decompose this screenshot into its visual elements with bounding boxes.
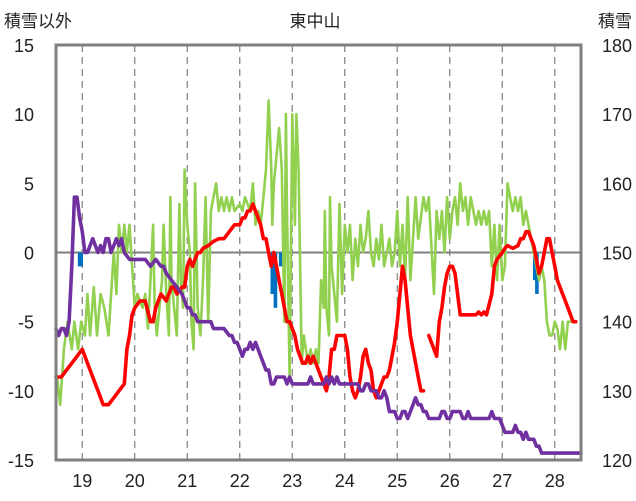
x-tick-label: 21 — [177, 471, 197, 491]
x-tick-label: 20 — [125, 471, 145, 491]
series-1-line-1 — [426, 229, 578, 359]
bar-1 — [79, 252, 83, 267]
left-tick-label: 5 — [24, 174, 34, 194]
right-tick-label: 170 — [602, 105, 632, 125]
x-tick-label: 19 — [72, 471, 92, 491]
left-tick-label: -10 — [8, 382, 34, 402]
series-2-line — [54, 195, 583, 455]
x-tick-label: 23 — [282, 471, 302, 491]
right-tick-label: 150 — [602, 244, 632, 264]
left-axis-label: 積雪以外 — [4, 12, 72, 31]
left-tick-label: 0 — [24, 244, 34, 264]
left-tick-label: 15 — [14, 36, 34, 56]
right-tick-label: 120 — [602, 451, 632, 471]
x-tick-label: 25 — [387, 471, 407, 491]
chart-title: 東中山 — [290, 12, 341, 31]
right-tick-label: 180 — [602, 36, 632, 56]
x-tick-label: 22 — [230, 471, 250, 491]
left-tick-label: -5 — [18, 313, 34, 333]
left-tick-label: 10 — [14, 105, 34, 125]
bar-3 — [273, 252, 278, 308]
bar-2 — [270, 252, 275, 294]
bar-5 — [533, 252, 537, 281]
right-axis-label: 積雪 — [598, 12, 632, 31]
bar-4 — [278, 252, 283, 267]
plot-area: 15 10 5 0 -5 -10 -15 180 170 160 150 140 130 120 19 20 2… — [8, 36, 632, 491]
x-tick-label: 24 — [335, 471, 355, 491]
x-tick-label: 28 — [545, 471, 565, 491]
x-tick-label: 27 — [492, 471, 512, 491]
right-tick-label: 160 — [602, 174, 632, 194]
plot-frame — [54, 43, 583, 462]
right-tick-label: 140 — [602, 313, 632, 333]
left-tick-label: -15 — [8, 451, 34, 471]
right-tick-label: 130 — [602, 382, 632, 402]
series-1-line — [54, 202, 426, 407]
x-tick-label: 26 — [440, 471, 460, 491]
